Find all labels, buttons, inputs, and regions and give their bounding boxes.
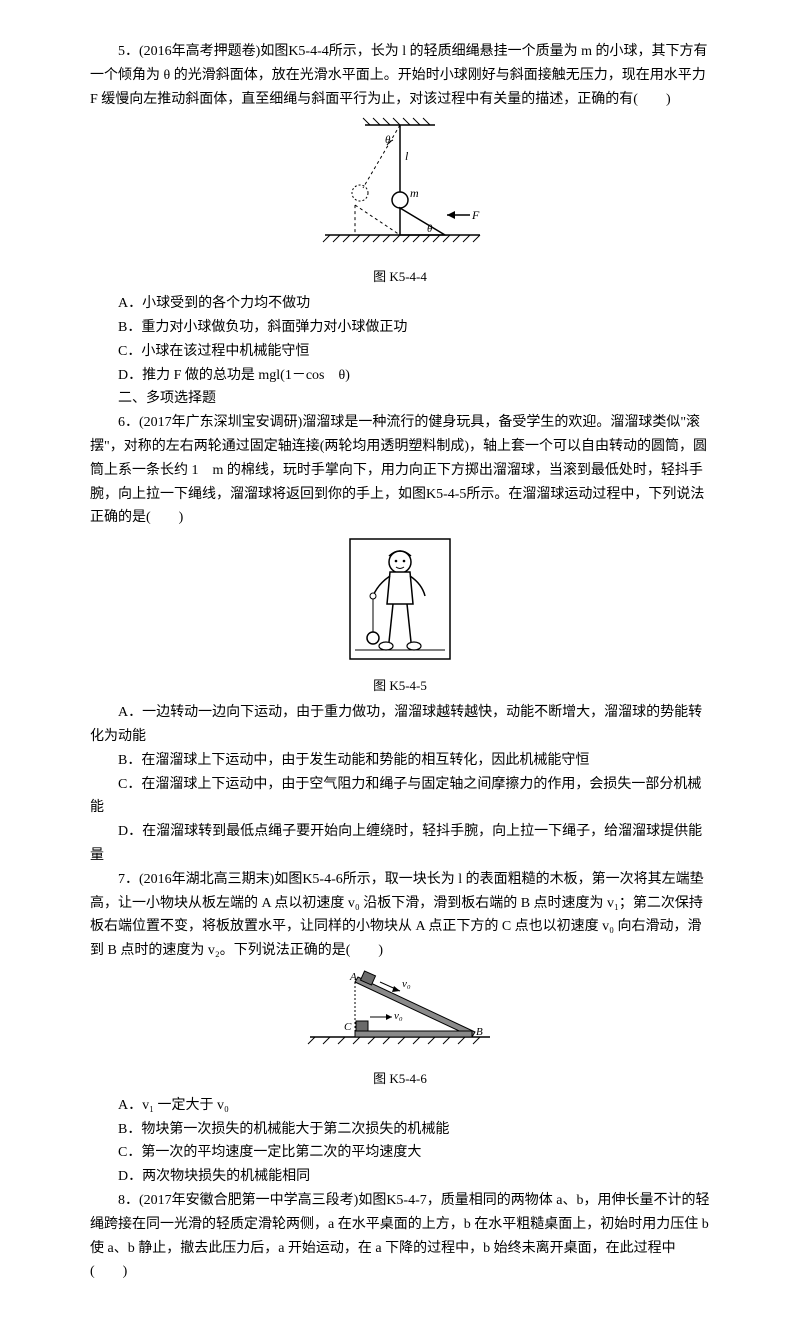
q7-label-C: C [344,1021,352,1033]
section-2-label: 二、多项选择题 [90,387,710,411]
q6-stem: 6．(2017年广东深圳宝安调研)溜溜球是一种流行的健身玩具，备受学生的欢迎。溜… [90,411,710,530]
page-root: 5．(2016年高考押题卷)如图K5-4-4所示，长为 l 的轻质细绳悬挂一个质… [0,0,800,1324]
q7-fig-caption: 图 K5-4-6 [90,1068,710,1090]
q6-fig-caption: 图 K5-4-5 [90,675,710,697]
q5-label-m: m [410,186,419,200]
q5-option-c: C．小球在该过程中机械能守恒 [90,340,710,364]
q5-option-b: B．重力对小球做负功，斜面弹力对小球做正功 [90,316,710,340]
q5-stem: 5．(2016年高考押题卷)如图K5-4-4所示，长为 l 的轻质细绳悬挂一个质… [90,40,710,111]
q5-fig-caption: 图 K5-4-4 [90,266,710,288]
q7-option-c: C．第一次的平均速度一定比第二次的平均速度大 [90,1141,710,1165]
q7-option-a: A．v₁ 一定大于 v₀ [90,1094,710,1118]
q7-label-A: A [349,971,357,983]
q6-option-a: A．一边转动一边向下运动，由于重力做功，溜溜球越转越快，动能不断增大，溜溜球的势… [90,701,710,749]
q6-option-c: C．在溜溜球上下运动中，由于空气阻力和绳子与固定轴之间摩擦力的作用，会损失一部分… [90,773,710,821]
q5-option-d: D．推力 F 做的总功是 mgl(1－cos θ) [90,364,710,388]
q5-figure: l m θ θ [90,115,710,264]
q5-label-F: F [471,208,480,222]
q5-option-a: A．小球受到的各个力均不做功 [90,292,710,316]
q7-label-v0: v₀ [402,978,411,990]
q6-option-b: B．在溜溜球上下运动中，由于发生动能和势能的相互转化，因此机械能守恒 [90,749,710,773]
q7-label-v0b: v₀ [394,1010,403,1022]
q7-figure: A v₀ C v₀ B [90,967,710,1066]
q7-label-B: B [476,1026,483,1038]
q7-stem: 7．(2016年湖北高三期末)如图K5-4-6所示，取一块长为 l 的表面粗糙的… [90,868,710,963]
q5-label-l: l [405,149,409,163]
q7-option-d: D．两次物块损失的机械能相同 [90,1165,710,1189]
q7-option-b: B．物块第一次损失的机械能大于第二次损失的机械能 [90,1118,710,1142]
q6-option-d: D．在溜溜球转到最低点绳子要开始向上缠绕时，轻抖手腕，向上拉一下绳子，给溜溜球提… [90,820,710,868]
q5-label-theta1: θ [427,223,433,235]
q8-stem: 8．(2017年安徽合肥第一中学高三段考)如图K5-4-7，质量相同的两物体 a… [90,1189,710,1284]
q6-figure [90,534,710,673]
